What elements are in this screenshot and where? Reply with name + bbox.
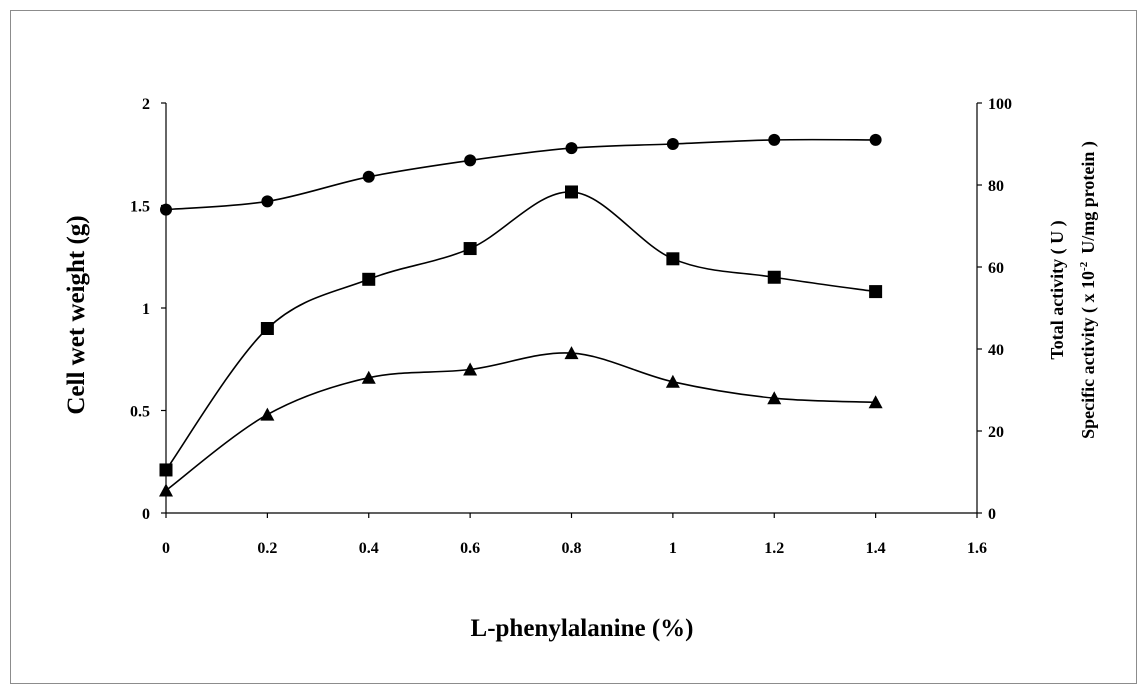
x-tick-label: 0.8 — [562, 540, 582, 557]
axes — [165, 103, 978, 514]
y-axis-right-title-specific: Specific activity ( x 10-2 U/mg protein ) — [1078, 141, 1099, 439]
y-right-tick-label: 80 — [988, 178, 1004, 195]
x-tick-label: 1.2 — [764, 540, 784, 557]
triangle-point — [868, 395, 883, 409]
square-point — [565, 185, 578, 199]
x-tick-label: 1.4 — [866, 540, 886, 557]
specific-activity-exponent: -2 — [1078, 261, 1090, 271]
specific-activity-prefix: Specific activity ( x 10 — [1078, 271, 1099, 439]
triangle-point — [564, 346, 579, 360]
triangle-point — [463, 362, 478, 376]
series-markers — [159, 133, 883, 497]
y-left-tick-label: 2 — [142, 96, 150, 113]
x-axis-title: L-phenylalanine (%) — [471, 615, 694, 642]
square-point — [362, 272, 376, 286]
circle-point — [768, 133, 781, 146]
x-tick-label: 0.4 — [359, 540, 379, 557]
y-axis-left-title: Cell wet weight (g) — [63, 215, 90, 414]
x-tick-label: 0.6 — [460, 540, 480, 557]
x-tick-label: 1.6 — [967, 540, 987, 557]
circle-point — [666, 138, 679, 150]
y-right-tick-label: 100 — [988, 96, 1012, 113]
triangle-point — [260, 407, 275, 421]
square-point — [159, 463, 173, 477]
circle-point — [565, 142, 578, 155]
y-left-tick-label: 1.5 — [130, 199, 150, 216]
x-tick-label: 1 — [669, 540, 677, 557]
circle-point — [869, 133, 882, 146]
x-tick-label: 0 — [162, 540, 170, 557]
square-point — [666, 252, 680, 266]
ticks: 0 0.2 0.4 0.6 0.8 1 1.2 1.4 1.600.511.5202040608… — [130, 96, 1012, 557]
y-right-tick-label: 40 — [988, 342, 1004, 359]
circle-series-line — [165, 138, 876, 211]
y-left-tick-label: 1 — [142, 301, 150, 318]
square-point — [260, 322, 274, 335]
square-point — [463, 242, 477, 256]
y-left-tick-label: 0 — [142, 506, 150, 523]
circle-point — [362, 170, 375, 183]
specific-activity-suffix: U/mg protein ) — [1078, 141, 1099, 254]
circle-point — [261, 195, 274, 208]
triangle-point — [361, 370, 376, 384]
triangle-point — [665, 374, 680, 388]
circle-point — [160, 203, 172, 216]
square-point — [767, 270, 781, 284]
y-axis-right-title-total: Total activity ( U ) — [1047, 220, 1068, 359]
figure-frame — [10, 10, 1137, 684]
y-right-tick-label: 20 — [988, 424, 1004, 441]
y-right-tick-label: 0 — [988, 506, 996, 523]
y-right-tick-label: 60 — [988, 260, 1004, 277]
triangle-point — [767, 391, 782, 405]
series-curves — [165, 138, 876, 492]
x-tick-label: 0.2 — [257, 540, 277, 557]
circle-point — [464, 154, 477, 167]
square-point — [869, 285, 883, 299]
triangle-point — [159, 483, 173, 497]
y-left-tick-label: 0.5 — [130, 404, 150, 421]
triangle-series-line — [165, 352, 876, 492]
